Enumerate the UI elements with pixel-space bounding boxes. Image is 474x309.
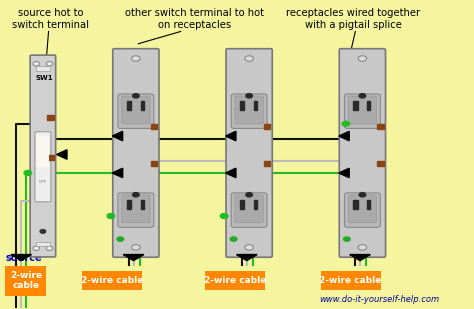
Polygon shape (339, 131, 349, 141)
Bar (240, 101, 245, 110)
Bar (240, 200, 245, 209)
FancyBboxPatch shape (345, 193, 380, 227)
Polygon shape (56, 150, 67, 159)
FancyBboxPatch shape (231, 94, 267, 129)
Circle shape (220, 214, 228, 218)
Polygon shape (112, 168, 123, 178)
FancyBboxPatch shape (5, 266, 46, 296)
Bar (377, 124, 383, 129)
FancyBboxPatch shape (235, 96, 263, 124)
FancyBboxPatch shape (231, 193, 267, 227)
Bar (367, 200, 370, 209)
Polygon shape (339, 168, 349, 178)
Polygon shape (112, 131, 123, 141)
Bar (141, 200, 144, 209)
FancyBboxPatch shape (339, 49, 385, 257)
Text: www.do-it-yourself-help.com: www.do-it-yourself-help.com (319, 294, 439, 303)
Polygon shape (11, 255, 32, 260)
Circle shape (33, 61, 40, 66)
Polygon shape (226, 168, 236, 178)
FancyBboxPatch shape (235, 195, 263, 223)
Circle shape (107, 214, 115, 218)
FancyBboxPatch shape (348, 195, 376, 223)
Circle shape (46, 61, 53, 66)
FancyBboxPatch shape (205, 271, 265, 290)
FancyBboxPatch shape (35, 132, 51, 202)
FancyBboxPatch shape (320, 271, 381, 290)
FancyBboxPatch shape (118, 193, 154, 227)
Polygon shape (237, 255, 257, 260)
Text: 2-wire cable: 2-wire cable (81, 276, 144, 285)
FancyBboxPatch shape (118, 94, 154, 129)
Circle shape (358, 245, 367, 250)
Bar (127, 200, 131, 209)
Circle shape (358, 56, 367, 61)
Text: 2-wire cable: 2-wire cable (319, 276, 382, 285)
Circle shape (230, 237, 237, 241)
Bar (47, 155, 54, 160)
Circle shape (132, 56, 140, 61)
Bar (367, 101, 370, 110)
Polygon shape (123, 255, 144, 260)
Bar (354, 200, 358, 209)
Text: 2-wire
cable: 2-wire cable (10, 271, 42, 290)
Bar (127, 101, 131, 110)
Circle shape (245, 245, 254, 250)
Circle shape (24, 171, 32, 176)
Circle shape (46, 246, 53, 251)
Text: other switch terminal to hot
on receptacles: other switch terminal to hot on receptac… (125, 8, 264, 30)
Circle shape (117, 237, 124, 241)
Bar (36, 242, 50, 246)
Circle shape (33, 246, 40, 251)
Bar (151, 124, 157, 129)
Bar (377, 161, 383, 166)
FancyBboxPatch shape (37, 136, 49, 167)
FancyBboxPatch shape (226, 49, 272, 257)
Bar (36, 66, 50, 70)
Bar (354, 101, 358, 110)
Circle shape (132, 245, 140, 250)
Polygon shape (226, 131, 236, 141)
Circle shape (246, 94, 253, 98)
Text: source: source (6, 252, 42, 263)
Bar (141, 101, 144, 110)
Bar (264, 161, 270, 166)
Circle shape (342, 121, 350, 126)
Bar (151, 161, 157, 166)
FancyBboxPatch shape (348, 96, 376, 124)
Bar (254, 200, 257, 209)
Text: OFF: OFF (39, 180, 47, 184)
Circle shape (246, 193, 253, 197)
Circle shape (133, 193, 139, 197)
FancyBboxPatch shape (345, 94, 380, 129)
Circle shape (245, 56, 254, 61)
FancyBboxPatch shape (122, 96, 150, 124)
Text: SW1: SW1 (36, 74, 53, 81)
Circle shape (133, 94, 139, 98)
Bar (254, 101, 257, 110)
Circle shape (359, 193, 366, 197)
Bar (264, 124, 270, 129)
Circle shape (344, 237, 350, 241)
Circle shape (40, 230, 46, 233)
FancyBboxPatch shape (122, 195, 150, 223)
Bar (47, 115, 54, 120)
Text: source hot to
switch terminal: source hot to switch terminal (12, 8, 90, 30)
Circle shape (359, 94, 366, 98)
FancyBboxPatch shape (30, 55, 55, 257)
FancyBboxPatch shape (113, 49, 159, 257)
Text: receptacles wired together
with a pigtail splice: receptacles wired together with a pigtai… (286, 8, 420, 30)
FancyBboxPatch shape (82, 271, 142, 290)
Polygon shape (350, 255, 370, 260)
Text: 2-wire cable: 2-wire cable (204, 276, 266, 285)
